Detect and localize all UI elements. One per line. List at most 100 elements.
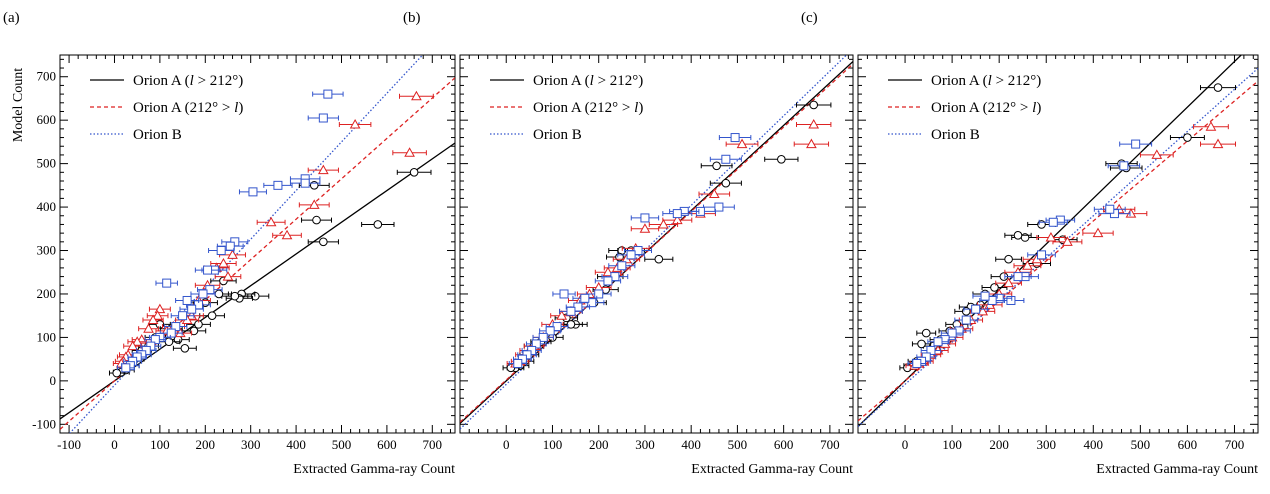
data-point-square xyxy=(912,358,922,368)
legend-label-a_east: Orion A (l > 212°) xyxy=(133,73,243,89)
data-point-circle xyxy=(1013,231,1023,240)
data-point-square xyxy=(203,265,213,275)
data-point-triangle xyxy=(147,314,159,325)
data-point-square xyxy=(166,328,176,338)
data-point-triangle xyxy=(127,340,138,351)
legend-label-b: Orion B xyxy=(533,127,582,143)
data-point-square xyxy=(513,358,523,368)
legend-label-part: ) xyxy=(638,100,643,116)
x-tick-label: 700 xyxy=(820,437,840,452)
legend: Orion A (l > 212°)Orion A (212° > l)Orio… xyxy=(490,73,643,143)
fit-line-b xyxy=(69,55,424,433)
y-tick-label: 0 xyxy=(50,373,57,388)
data-point-square xyxy=(980,291,990,301)
data-point-square xyxy=(1006,295,1016,305)
data-point-square xyxy=(248,187,258,197)
data-point-circle xyxy=(180,343,190,353)
data-point-circle xyxy=(917,339,926,349)
data-point-square xyxy=(971,304,981,314)
data-point-square xyxy=(580,293,590,303)
data-point-square xyxy=(318,113,328,123)
fit-line-a_west xyxy=(460,63,853,423)
data-point-square xyxy=(559,289,569,299)
x-axis-title: Extracted Gamma-ray Count xyxy=(691,462,853,477)
data-point-square xyxy=(617,261,627,271)
data-point-square xyxy=(182,295,192,305)
x-tick-label: 500 xyxy=(332,437,352,452)
data-points xyxy=(899,83,1237,373)
data-point-triangle xyxy=(639,223,651,233)
legend: Orion A (l > 212°)Orion A (212° > l)Orio… xyxy=(888,73,1041,143)
data-point-square xyxy=(121,363,131,373)
x-tick-label: 200 xyxy=(589,437,609,452)
data-point-square xyxy=(640,213,650,223)
y-axis-title: Model Count xyxy=(11,68,26,142)
legend-label-part: > 212°) xyxy=(194,73,243,89)
data-point-square xyxy=(626,250,636,260)
data-point-triangle xyxy=(1092,227,1104,238)
fit-lines xyxy=(460,55,853,430)
data-point-square xyxy=(961,315,971,325)
data-point-square xyxy=(566,306,576,316)
x-tick-label: 100 xyxy=(150,437,170,452)
data-point-triangle xyxy=(1045,231,1057,242)
data-point-triangle xyxy=(411,90,422,101)
data-point-circle xyxy=(721,178,731,188)
data-point-square xyxy=(933,337,943,347)
legend-label-part: Orion A ( xyxy=(133,73,190,89)
legend-label-italic: l xyxy=(234,100,238,116)
data-point-square xyxy=(1131,139,1141,149)
data-point-square xyxy=(594,289,604,299)
data-point-square xyxy=(730,133,740,143)
data-point-circle xyxy=(409,168,419,177)
data-point-circle xyxy=(312,215,321,225)
y-tick-label: 500 xyxy=(37,156,57,171)
x-tick-label: 300 xyxy=(1036,437,1056,452)
data-point-triangle xyxy=(736,138,748,149)
legend-label-a_east: Orion A (l > 212°) xyxy=(931,73,1041,89)
data-point-circle xyxy=(777,154,786,164)
chart-panel-a: -100 0 100 200 300 400 500 600 700 -100 0 100 200 300… xyxy=(3,10,456,477)
data-point-triangle xyxy=(556,310,568,320)
x-axis-title: Extracted Gamma-ray Count xyxy=(1096,462,1258,477)
legend-label-a_east: Orion A (l > 212°) xyxy=(533,73,643,89)
data-point-triangle xyxy=(806,138,817,149)
legend-label-italic: l xyxy=(590,73,594,89)
fit-line-a_east xyxy=(60,142,455,420)
data-point-triangle xyxy=(222,271,234,281)
x-tick-label: 400 xyxy=(1084,437,1104,452)
x-tick-label: 200 xyxy=(989,437,1009,452)
data-point-square xyxy=(323,89,333,99)
legend-label-part: Orion A (212° > xyxy=(133,100,234,116)
legend-label-part: > 212°) xyxy=(594,73,643,89)
data-point-square xyxy=(1119,161,1129,171)
y-tick-label: 600 xyxy=(37,112,57,127)
legend-label-part: Orion A (212° > xyxy=(533,100,634,116)
data-point-triangle xyxy=(265,216,277,227)
data-point-square xyxy=(531,339,541,349)
legend: Orion A (l > 212°)Orion A (212° > l)Orio… xyxy=(90,73,243,143)
x-tick-label: 400 xyxy=(286,437,306,452)
legend-label-a_west: Orion A (212° > l) xyxy=(133,100,243,116)
legend-label-a_west: Orion A (212° > l) xyxy=(533,100,643,116)
data-point-triangle xyxy=(218,258,229,268)
data-point-circle xyxy=(566,320,576,329)
data-point-triangle xyxy=(152,310,163,320)
data-point-triangle xyxy=(317,164,329,175)
data-point-triangle xyxy=(281,229,293,240)
x-tick-label: 600 xyxy=(377,437,397,452)
data-point-triangle xyxy=(308,199,320,209)
legend-label-italic: l xyxy=(634,100,638,116)
x-tick-label: 0 xyxy=(902,437,909,452)
x-tick-label: 100 xyxy=(543,437,563,452)
data-point-triangle xyxy=(1003,277,1014,288)
data-point-circle xyxy=(921,328,931,338)
data-point-square xyxy=(1013,272,1023,282)
data-point-square xyxy=(947,328,957,338)
x-tick-label: 0 xyxy=(111,437,118,452)
chart-panel-c: 0 100 200 300 400 500 600 700 (c) Extracted Gamma… xyxy=(801,10,1259,477)
data-point-square xyxy=(162,278,172,288)
data-point-square xyxy=(1037,250,1047,260)
data-point-square xyxy=(198,289,208,299)
